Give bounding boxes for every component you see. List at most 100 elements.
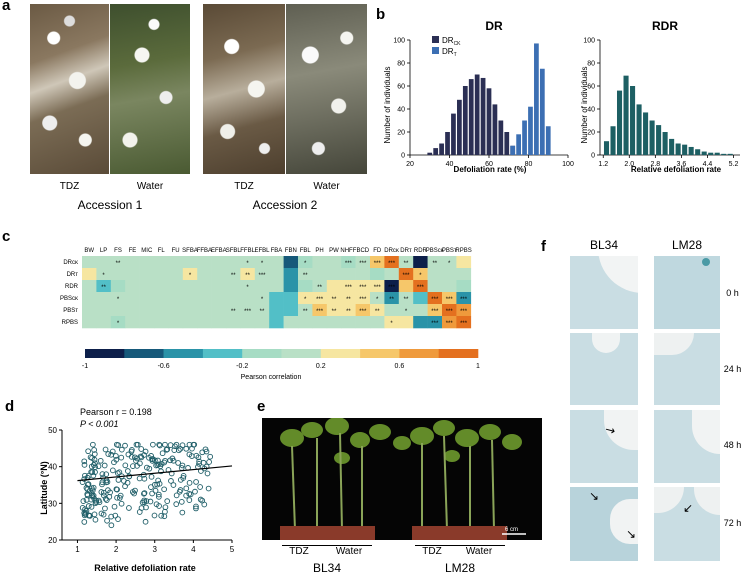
dr-bar: [474, 74, 480, 155]
scatter-point: [186, 441, 193, 448]
heatmap-cell: [427, 280, 443, 293]
heatmap-cell: [312, 256, 328, 269]
scatter-point: [81, 462, 88, 468]
heatmap-cell: [168, 304, 184, 317]
dr-bar: [468, 79, 474, 155]
heatmap-cell: [82, 256, 97, 269]
scatter-point: [149, 490, 155, 497]
scatter-point: [162, 504, 169, 511]
colorbar-segment: [242, 349, 282, 358]
heatmap-col-label: FBA: [271, 248, 283, 254]
arrow-icon: ↘: [589, 489, 600, 503]
heatmap-star: *: [102, 273, 105, 279]
dr-xlabel: Defoliation rate (%): [454, 165, 527, 174]
heatmap-star: ***: [316, 309, 324, 315]
heatmap-star: **: [317, 285, 322, 291]
heatmap-star: ***: [388, 285, 396, 291]
heatmap-cell: [240, 316, 256, 329]
scatter-point: [91, 456, 98, 463]
scatter-point: [153, 462, 159, 469]
scatter-point: [148, 484, 154, 490]
heatmap-cell: [197, 268, 212, 281]
scatter-point: [81, 519, 88, 525]
heatmap-cell: [326, 316, 342, 329]
scatter-point: [155, 491, 162, 498]
scatter-point: [197, 496, 204, 503]
rdr-xtick-label: 2.8: [650, 161, 660, 168]
heatmap-cell: [96, 268, 112, 281]
heatmap-cell: [442, 316, 457, 329]
heatmap-star: ***: [402, 273, 410, 279]
heatmap-star: *: [246, 261, 249, 267]
heatmap-cell: [355, 316, 371, 329]
heatmap-cell: [211, 280, 227, 293]
heatmap-cell: [197, 292, 212, 305]
scatter-point: [152, 457, 158, 464]
scatter-point: [114, 470, 121, 477]
tissue-lm28-0h: [654, 256, 720, 329]
scatter-point: [142, 518, 149, 525]
scatter-point: [100, 489, 107, 496]
heatmap-star: ***: [431, 297, 439, 303]
heatmap-col-label: RDR: [414, 248, 428, 254]
scatter-point: [176, 488, 183, 495]
scatter-point: [83, 485, 90, 491]
heatmap-star: *: [246, 285, 249, 291]
rdr-bar: [727, 153, 733, 155]
scatter-point: [155, 457, 161, 464]
scatter-ytick-label: 30: [48, 499, 57, 508]
dr-title: DR: [485, 19, 503, 33]
rdr-ytick-label: 40: [587, 107, 595, 114]
heatmap-col-label: FBN: [285, 248, 297, 254]
scatter-point: [114, 494, 120, 501]
dr-ytick-label: 100: [393, 38, 405, 45]
colorbar-segment: [85, 349, 125, 358]
heatmap-cell: [312, 268, 328, 281]
scale-bar-label: 6 cm: [505, 527, 518, 533]
heatmap-star: ***: [359, 297, 367, 303]
rdr-xtick-label: 4.4: [703, 161, 713, 168]
heatmap-cell: [182, 280, 198, 293]
heatmap-cell: [427, 292, 443, 305]
heatmap-cell: [82, 292, 97, 305]
heatmap-star: **: [404, 261, 409, 267]
heatmap-star: **: [245, 273, 250, 279]
scatter-point: [162, 508, 168, 515]
group-label-lm28: LM28: [444, 561, 476, 575]
heatmap-star: ***: [460, 309, 468, 315]
scatter-point: [85, 448, 91, 455]
heatmap-cell: [125, 304, 140, 317]
heatmap-cell: [110, 316, 126, 329]
scatter-point: [180, 475, 187, 481]
scatter-point: [153, 501, 160, 508]
heatmap-cell: [398, 256, 414, 269]
heatmap-cell: [370, 316, 385, 329]
heatmap-star: ***: [446, 297, 454, 303]
scatter-point: [141, 497, 148, 504]
heatmap-star: **: [332, 309, 337, 315]
heatmap-cell: [370, 292, 385, 305]
dr-xtick-label: 40: [446, 161, 454, 168]
group-label-bl34: BL34: [312, 561, 342, 575]
rdr-ylabel: Number of individuals: [580, 67, 589, 144]
heatmap-col-label: EFBL: [254, 248, 270, 254]
dr-bar: [528, 106, 533, 155]
scatter-point: [100, 511, 107, 518]
rdr-bar: [688, 146, 694, 155]
scatter-point: [118, 500, 125, 507]
heatmap-cell: [456, 268, 472, 281]
scatter-point: [103, 471, 110, 478]
heatmap-cell: [442, 256, 457, 269]
scatter-point: [99, 481, 105, 488]
heatmap-cell: [110, 292, 126, 305]
heatmap-star: ***: [244, 309, 252, 315]
scatter-point: [138, 454, 145, 461]
scatter-point: [133, 457, 139, 464]
colorbar-tick-label: -0.2: [236, 363, 248, 370]
scatter-point: [90, 441, 96, 448]
trend-line: [77, 465, 233, 482]
accession2-label: Accession 2: [252, 198, 318, 212]
scatter-point: [113, 456, 120, 463]
heatmap-cell: [398, 316, 414, 329]
scatter-point: [111, 503, 118, 510]
